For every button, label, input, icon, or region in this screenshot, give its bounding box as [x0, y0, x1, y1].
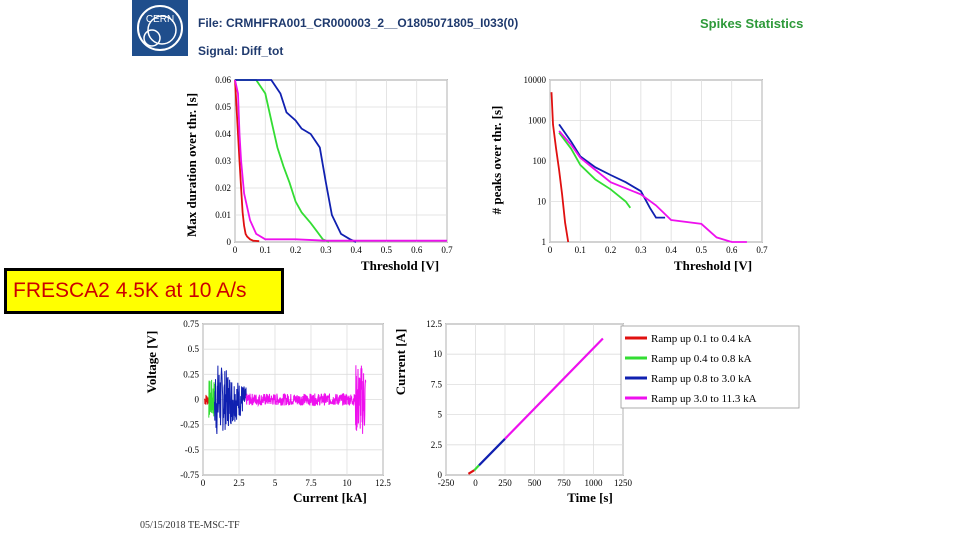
footer-text: 05/15/2018 TE-MSC-TF	[140, 520, 240, 531]
duration-x-tick-label: 0.5	[381, 245, 393, 255]
current-legend-label: Ramp up 0.4 to 0.8 kA	[651, 353, 752, 365]
duration-y-tick-label: 0.05	[215, 102, 231, 112]
duration-y-tick-label: 0.04	[215, 129, 231, 139]
current-series-green-line	[473, 464, 480, 471]
duration-y-tick-label: 0.02	[215, 183, 231, 193]
current-legend-box	[620, 325, 800, 409]
peaks-y-axis-label: # peaks over thr. [s]	[489, 106, 504, 215]
duration-x-tick-label: 0.4	[351, 245, 363, 255]
page-title: Spikes Statistics	[700, 16, 804, 31]
peaks-x-axis-label: Threshold [V]	[674, 258, 752, 273]
voltage-x-axis-label: Current [kA]	[293, 490, 367, 505]
current-x-tick-label: 0	[473, 478, 478, 488]
duration-series-magenta-line	[234, 79, 447, 242]
duration-x-tick-label: 0.2	[290, 245, 301, 255]
current-x-tick-label: 750	[557, 478, 571, 488]
current-x-tick-label: -250	[438, 478, 455, 488]
voltage-y-tick-label: -0.5	[185, 445, 200, 455]
duration-series-green-line	[235, 79, 330, 243]
current-series-blue-line	[478, 438, 506, 467]
voltage-y-tick-label: 0.25	[183, 369, 199, 379]
duration-y-axis-label: Max duration over thr. [s]	[184, 93, 199, 237]
duration-y-tick-label: 0	[227, 237, 232, 247]
voltage-band-blue-trace	[214, 365, 247, 435]
duration-x-axis-label: Threshold [V]	[361, 258, 439, 273]
voltage-y-tick-label: 0.5	[188, 344, 200, 354]
voltage-y-tick-label: 0.75	[183, 319, 199, 329]
duration-x-tick-label: 0.7	[441, 245, 453, 255]
peaks-x-tick-label: 0.5	[696, 245, 708, 255]
current-x-tick-label: 1250	[614, 478, 633, 488]
current-y-tick-label: 0	[438, 470, 443, 480]
cern-logo: CERN	[132, 0, 188, 56]
current-y-tick-label: 10	[433, 349, 443, 359]
voltage-y-tick-label: -0.25	[180, 420, 199, 430]
voltage-y-tick-label: -0.75	[180, 470, 199, 480]
voltage-y-axis-label: Voltage [V]	[144, 331, 159, 394]
current-y-tick-label: 5	[438, 410, 443, 420]
peaks-series-green-line	[558, 132, 632, 209]
peaks-y-tick-label: 10	[537, 197, 547, 207]
duration-x-tick-label: 0.1	[260, 245, 271, 255]
current-series-red-line	[467, 469, 475, 475]
current-x-tick-label: 250	[498, 478, 512, 488]
peaks-series-magenta-line	[558, 130, 747, 243]
peaks-x-tick-label: 0.2	[605, 245, 616, 255]
current-legend-label: Ramp up 0.8 to 3.0 kA	[651, 373, 752, 385]
peaks-x-tick-label: 0.3	[635, 245, 647, 255]
peaks-x-tick-label: 0.7	[756, 245, 768, 255]
duration-x-tick-label: 0.6	[411, 245, 423, 255]
duration-y-tick-label: 0.03	[215, 156, 231, 166]
voltage-x-tick-label: 12.5	[375, 478, 391, 488]
duration-x-tick-label: 0	[233, 245, 238, 255]
current-x-axis-label: Time [s]	[567, 490, 613, 505]
current-x-tick-label: 1000	[585, 478, 604, 488]
peaks-x-tick-label: 0.4	[666, 245, 678, 255]
peaks-series-blue-line	[558, 123, 666, 219]
duration-x-tick-label: 0.3	[320, 245, 332, 255]
duration-series-blue-line	[235, 79, 357, 243]
voltage-x-tick-label: 2.5	[233, 478, 245, 488]
current-legend-label: Ramp up 3.0 to 11.3 kA	[651, 393, 757, 405]
voltage-band-green-trace	[208, 379, 215, 418]
current-y-tick-label: 7.5	[431, 379, 443, 389]
duration-series-red-line	[234, 79, 260, 243]
peaks-x-tick-label: 0.1	[575, 245, 586, 255]
voltage-x-tick-label: 5	[273, 478, 278, 488]
peaks-chart	[549, 79, 763, 243]
file-label: File: CRMHFRA001_CR000003_2__O1805071805…	[198, 16, 519, 30]
cern-logo-text: CERN	[146, 14, 174, 25]
peaks-y-tick-label: 10000	[524, 75, 547, 85]
peaks-y-tick-label: 1000	[528, 116, 547, 126]
voltage-x-tick-label: 10	[343, 478, 353, 488]
voltage-x-tick-label: 7.5	[305, 478, 317, 488]
current-legend-label: Ramp up 0.1 to 0.4 kA	[651, 333, 752, 345]
peaks-y-tick-label: 100	[533, 156, 547, 166]
current-y-tick-label: 12.5	[426, 319, 442, 329]
duration-chart	[234, 79, 448, 243]
duration-y-tick-label: 0.01	[215, 210, 231, 220]
voltage-x-tick-label: 0	[201, 478, 206, 488]
voltage-band-red-trace	[203, 394, 210, 405]
voltage-chart	[202, 323, 384, 476]
signal-label: Signal: Diff_tot	[198, 44, 284, 58]
current-x-tick-label: 500	[528, 478, 542, 488]
peaks-x-tick-label: 0	[548, 245, 553, 255]
voltage-y-tick-label: 0	[195, 395, 200, 405]
peaks-x-tick-label: 0.6	[726, 245, 738, 255]
peaks-y-tick-label: 1	[542, 237, 547, 247]
current-chart	[445, 323, 800, 476]
current-series-magenta-line	[504, 337, 604, 440]
current-y-axis-label: Current [A]	[393, 329, 408, 396]
test-condition-banner: FRESCA2 4.5K at 10 A/s	[4, 268, 284, 314]
voltage-band-magenta-trace	[245, 365, 367, 434]
peaks-series-red-line	[550, 92, 570, 243]
duration-y-tick-label: 0.06	[215, 75, 231, 85]
current-y-tick-label: 2.5	[431, 440, 443, 450]
